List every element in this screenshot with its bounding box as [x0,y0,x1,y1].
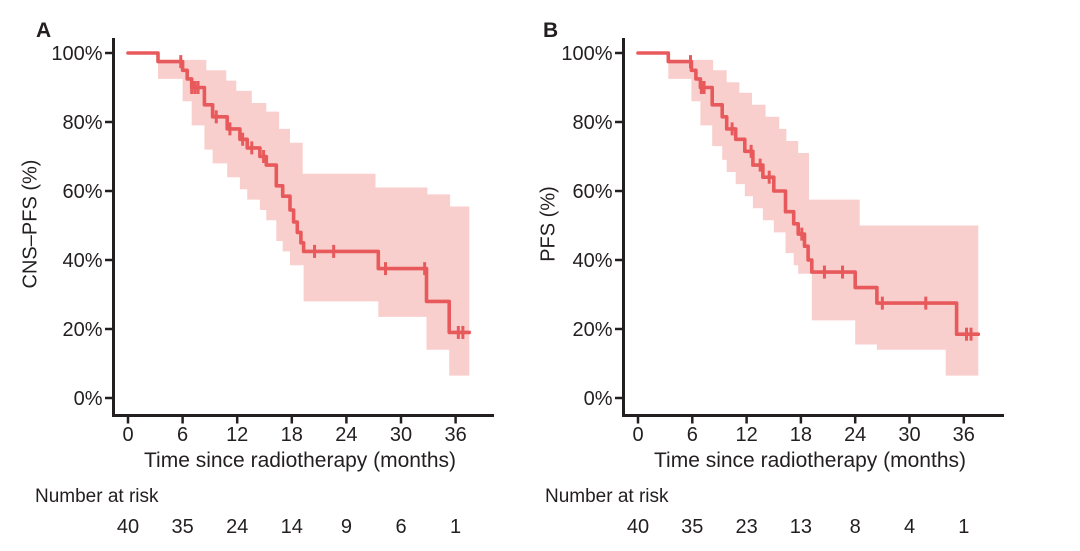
panel-b-x-axis-title: Time since radiotherapy (months) [653,449,967,472]
risk-count: 35 [681,516,703,538]
x-tick-label: 36 [953,424,975,446]
panel-a-number-at-risk-label: Number at risk [35,486,159,507]
panel-a-y-axis-title: CNS–PFS (%) [19,159,42,289]
x-tick-label: 18 [281,424,303,446]
x-tick-label: 30 [390,424,412,446]
x-tick-label: 0 [122,424,133,446]
panel-a-x-axis-title: Time since radiotherapy (months) [143,449,457,472]
risk-count: 35 [171,516,193,538]
km-curve [636,51,981,336]
risk-count: 8 [850,516,861,538]
y-tick-label: 80% [572,112,612,134]
risk-count: 1 [958,516,969,538]
y-tick-label: 60% [572,181,612,203]
risk-count: 9 [341,516,352,538]
risk-count: 24 [226,516,248,538]
y-tick-label: 80% [62,112,102,134]
panel-b-y-axis-title: PFS (%) [537,186,560,262]
risk-count: 4 [904,516,915,538]
risk-count: 40 [117,516,139,538]
y-tick-label: 40% [572,250,612,272]
risk-count: 1 [450,516,461,538]
x-tick-label: 6 [687,424,698,446]
risk-count: 13 [790,516,812,538]
x-tick-label: 36 [444,424,466,446]
panel-b-number-at-risk-label: Number at risk [545,486,669,507]
x-tick-label: 24 [844,424,866,446]
x-tick-label: 6 [177,424,188,446]
risk-count: 14 [281,516,303,538]
y-tick-label: 60% [62,181,102,203]
y-tick-label: 100% [561,43,612,65]
risk-count: 23 [735,516,757,538]
y-tick-label: 100% [51,43,102,65]
y-tick-label: 20% [62,319,102,341]
panel-a-letter: A [36,19,52,42]
x-tick-label: 30 [898,424,920,446]
risk-count: 6 [395,516,406,538]
confidence-band [668,59,979,376]
x-tick-label: 24 [335,424,357,446]
panel-b-letter: B [543,19,559,42]
km-curve [126,51,472,335]
confidence-band [158,59,470,376]
x-tick-label: 12 [226,424,248,446]
x-tick-label: 12 [735,424,757,446]
x-tick-label: 18 [790,424,812,446]
x-tick-label: 0 [632,424,643,446]
y-tick-label: 0% [74,388,103,410]
risk-count: 40 [627,516,649,538]
y-tick-label: 0% [584,388,613,410]
y-tick-label: 40% [62,250,102,272]
y-tick-label: 20% [572,319,612,341]
